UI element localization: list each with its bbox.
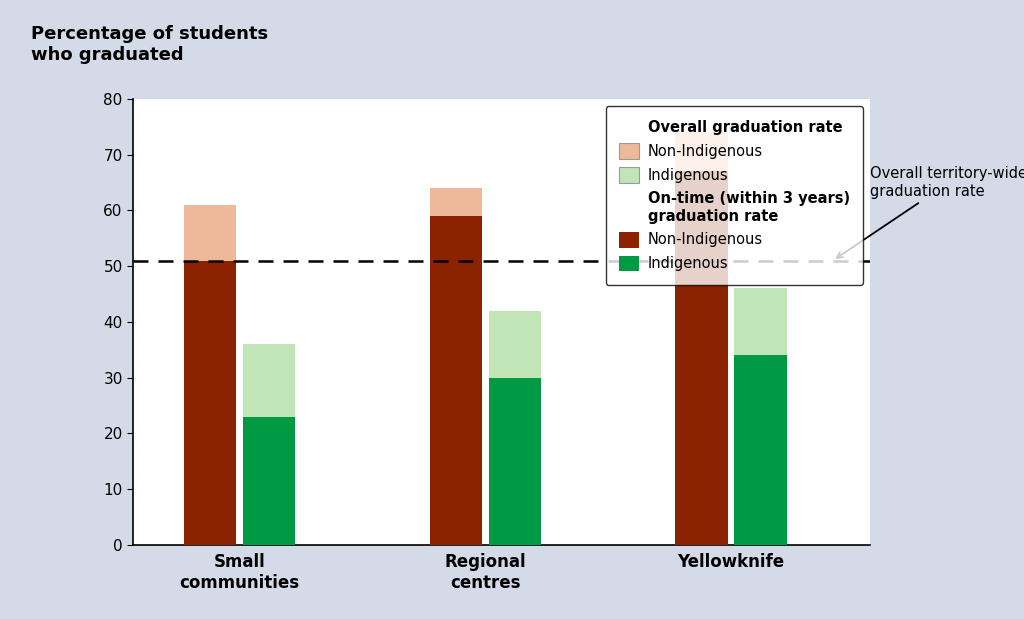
Text: Percentage of students
who graduated: Percentage of students who graduated	[31, 25, 268, 64]
Bar	[184, 205, 237, 261]
Bar	[430, 188, 482, 216]
Bar	[243, 344, 295, 417]
Bar	[184, 261, 237, 545]
Bar	[488, 311, 541, 378]
Bar	[488, 378, 541, 545]
Bar	[243, 417, 295, 545]
Bar	[734, 355, 786, 545]
Bar	[430, 216, 482, 545]
Bar	[676, 132, 728, 171]
Bar	[734, 288, 786, 355]
Bar	[676, 171, 728, 545]
Text: Overall territory-wide
graduation rate: Overall territory-wide graduation rate	[837, 167, 1024, 258]
Legend: Overall graduation rate, Non-Indigenous, Indigenous, On-time (within 3 years)
gr: Overall graduation rate, Non-Indigenous,…	[605, 106, 863, 285]
